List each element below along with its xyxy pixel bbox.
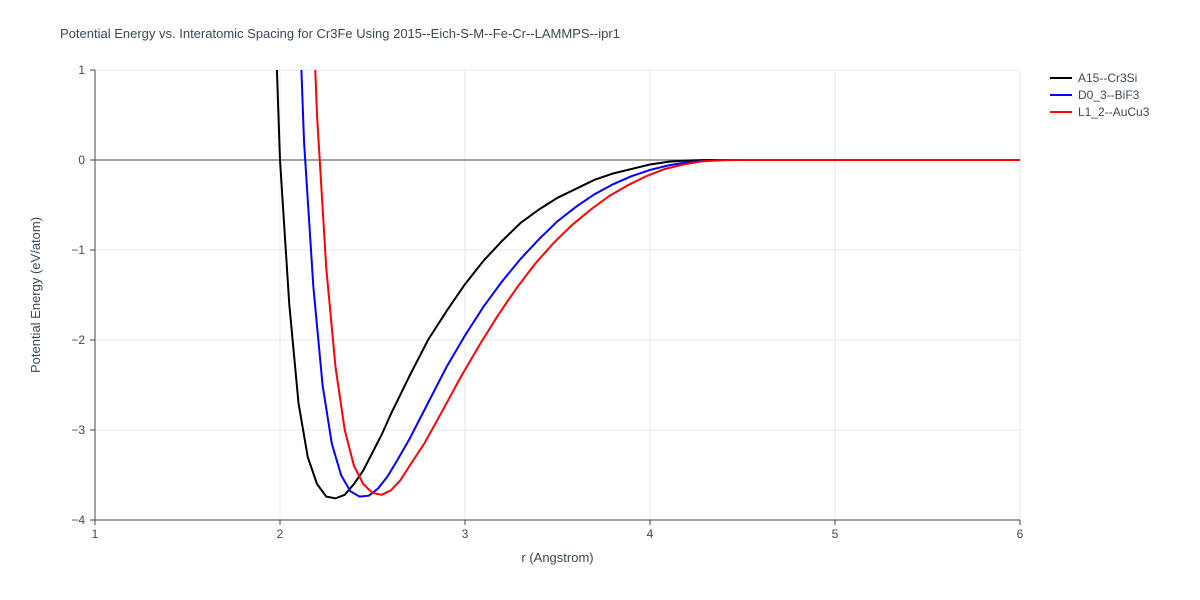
x-axis-label: r (Angstrom) xyxy=(521,550,593,565)
y-tick-label: −1 xyxy=(71,243,85,257)
series-curve-0 xyxy=(262,0,1021,498)
x-tick-label: 4 xyxy=(647,527,654,541)
y-tick-label: −4 xyxy=(71,513,85,527)
legend-label-0: A15--Cr3Si xyxy=(1078,71,1137,85)
axes xyxy=(90,70,1020,525)
y-tick-label: −3 xyxy=(71,423,85,437)
series-curve-2 xyxy=(299,0,1021,495)
y-tick-label: 1 xyxy=(78,63,85,77)
curves xyxy=(262,0,1021,498)
x-tick-label: 5 xyxy=(832,527,839,541)
legend-label-2: L1_2--AuCu3 xyxy=(1078,105,1150,119)
tick-labels: 1 2 3 4 5 6 −4 −3 −2 −1 0 1 xyxy=(71,63,1023,541)
y-tick-label: 0 xyxy=(78,153,85,167)
chart-svg: 1 2 3 4 5 6 −4 −3 −2 −1 0 1 r (Angstrom) Potential E… xyxy=(0,0,1200,600)
x-tick-label: 6 xyxy=(1017,527,1024,541)
y-tick-label: −2 xyxy=(71,333,85,347)
axis-labels: r (Angstrom) Potential Energy (eV/atom) xyxy=(28,217,594,565)
x-tick-label: 1 xyxy=(92,527,99,541)
y-axis-label: Potential Energy (eV/atom) xyxy=(28,217,43,373)
x-tick-label: 3 xyxy=(462,527,469,541)
grid xyxy=(95,70,1020,520)
x-tick-label: 2 xyxy=(277,527,284,541)
series-curve-1 xyxy=(286,0,1020,497)
legend-label-1: D0_3--BiF3 xyxy=(1078,88,1140,102)
legend: A15--Cr3Si D0_3--BiF3 L1_2--AuCu3 xyxy=(1050,71,1150,119)
